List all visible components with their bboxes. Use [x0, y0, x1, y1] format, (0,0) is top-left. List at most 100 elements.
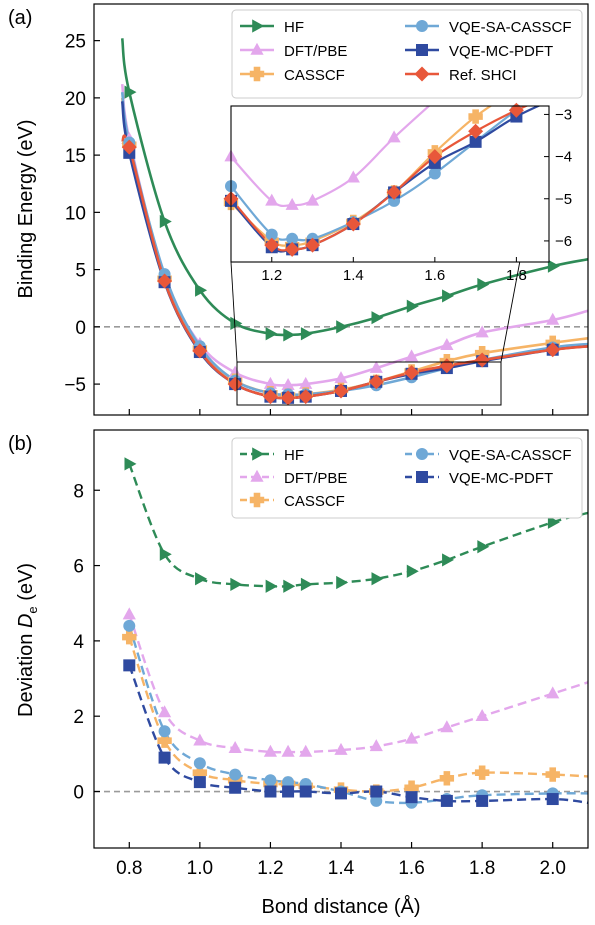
- inset-point-dft-pbe: [387, 130, 401, 143]
- panel-b-point-vqe-mc-pdft: [282, 785, 295, 798]
- panel-a-point-ref-shci: [192, 343, 208, 359]
- panel-b-point-hf: [477, 540, 490, 554]
- panel-b-point-dft-pbe: [157, 705, 172, 718]
- legend-a-marker-ref-shci: [414, 66, 430, 82]
- panel-a-point-dft-pbe: [299, 376, 313, 389]
- panel-b-ytick-label: 4: [73, 632, 84, 653]
- panel-b-point-vqe-sa-casscf: [193, 757, 206, 770]
- panel-b-point-vqe-mc-pdft: [264, 785, 277, 798]
- panel-a-point-hf: [124, 85, 137, 99]
- inset-point-dft-pbe: [265, 193, 279, 206]
- panel-b-point-vqe-sa-casscf: [370, 794, 383, 807]
- legend-b-label-vqe-mc-pdft: VQE-MC-PDFT: [449, 470, 553, 487]
- x-axis-label: Bond distance (Å): [262, 895, 421, 918]
- panel-b-ytick-label: 0: [73, 783, 84, 804]
- panel-a-point-hf: [230, 316, 243, 331]
- panel-b-point-vqe-mc-pdft: [123, 659, 136, 672]
- panel-b-point-dft-pbe: [299, 744, 313, 757]
- panel-b-point-hf: [406, 564, 419, 578]
- inset-frame: [230, 105, 550, 263]
- panel-a-ytick-label: 20: [65, 89, 86, 110]
- panel-b-point-dft-pbe: [546, 686, 560, 699]
- panel-a-point-ref-shci: [368, 374, 384, 390]
- panel-b-point-dft-pbe: [263, 744, 278, 757]
- panel-a-point-ref-shci: [227, 376, 243, 392]
- zoom-connector-left: [230, 261, 238, 363]
- panel-b-point-vqe-mc-pdft: [405, 791, 418, 804]
- panel-b-point-hf: [283, 579, 296, 593]
- panel-a-ytick-label: 15: [65, 146, 86, 167]
- panel-b-point-vqe-sa-casscf: [229, 768, 242, 781]
- panel-b-point-vqe-mc-pdft: [299, 785, 312, 798]
- panel-a: (a) −5 0 5 10 15 20 25 Binding Energy (eV) 1.2…: [8, 3, 589, 416]
- panel-a-ytick-label: 5: [75, 261, 86, 282]
- inset-ytick-label: −3: [555, 106, 572, 123]
- inset-ytick-label: −4: [555, 149, 572, 166]
- inset-point-ref-shci: [305, 237, 321, 253]
- panel-b-point-dft-pbe: [228, 741, 242, 754]
- panel-a-point-hf: [300, 327, 313, 341]
- panel-a-point-ref-shci: [121, 139, 137, 155]
- inset-point-ref-shci: [386, 184, 402, 200]
- panel-b-point-casscf: [404, 780, 419, 795]
- inset-point-casscf: [468, 109, 483, 124]
- panel-b-point-vqe-sa-casscf: [264, 774, 277, 787]
- panel-a-point-ref-shci: [333, 383, 349, 399]
- panel-b-point-hf: [371, 572, 384, 586]
- inset-point-vqe-sa-casscf: [286, 232, 299, 245]
- zoom-box: [236, 361, 502, 406]
- legend-a-label-casscf: CASSCF: [284, 67, 345, 84]
- panel-b-point-hf: [195, 572, 208, 586]
- legend-b-label-casscf: CASSCF: [284, 493, 345, 510]
- panel-b-point-vqe-mc-pdft: [476, 794, 489, 807]
- panel-b-point-dft-pbe: [404, 731, 419, 744]
- panel-a-point-ref-shci: [298, 389, 314, 405]
- inset-point-vqe-sa-casscf: [428, 167, 441, 180]
- panel-b-point-dft-pbe: [334, 742, 348, 755]
- inset-point-dft-pbe: [305, 193, 320, 206]
- legend-b-label-vqe-sa-casscf: VQE-SA-CASSCF: [449, 447, 572, 464]
- legend-b-marker-hf: [252, 447, 265, 461]
- panel-b-ytick-label: 6: [73, 557, 84, 578]
- panel-a-point-ref-shci: [157, 273, 173, 289]
- legend-a-label-ref-shci: Ref. SHCI: [449, 67, 517, 84]
- panel-a-point-dft-pbe: [404, 349, 419, 362]
- panel-a-point-hf: [547, 259, 560, 273]
- panel-b-point-casscf: [439, 771, 455, 786]
- panel-b-point-casscf: [157, 733, 172, 748]
- panel-a-point-dft-pbe: [546, 312, 560, 325]
- legend-a-label-hf: HF: [284, 19, 304, 36]
- panel-b-point-dft-pbe: [281, 744, 295, 757]
- panel-b-point-casscf: [545, 767, 560, 782]
- panel-b-point-vqe-mc-pdft: [335, 787, 347, 800]
- panel-a-point-dft-pbe: [281, 378, 295, 391]
- legend-b-marker-casscf: [249, 492, 265, 508]
- panel-b-point-hf: [300, 577, 313, 591]
- inset-point-ref-shci: [427, 149, 443, 165]
- panel-b-point-vqe-sa-casscf: [123, 619, 136, 632]
- x-tick-label: 1.4: [328, 858, 355, 879]
- legend-a-marker-casscf: [249, 66, 265, 82]
- panel-b-point-vqe-mc-pdft: [440, 794, 453, 807]
- panel-b-point-dft-pbe: [193, 733, 207, 746]
- panel-a-point-hf: [442, 289, 455, 303]
- panel-a-point-hf: [336, 320, 349, 334]
- x-tick-label: 2.0: [540, 858, 566, 879]
- legend-a-marker-vqe-mc-pdft: [416, 44, 428, 56]
- panel-a-point-dft-pbe: [475, 325, 489, 338]
- panel-b-point-vqe-sa-casscf: [282, 776, 295, 789]
- panel-a-point-ref-shci: [280, 390, 296, 406]
- legend-b-marker-vqe-mc-pdft: [416, 471, 428, 483]
- panel-b-point-hf: [547, 515, 560, 529]
- panel-b-point-vqe-mc-pdft: [546, 793, 559, 806]
- panel-a-point-ref-shci: [545, 342, 561, 358]
- panel-b-label: (b): [8, 433, 32, 455]
- legend-a-marker-vqe-sa-casscf: [416, 20, 428, 32]
- panel-b-point-casscf: [122, 629, 137, 645]
- inset-ytick-label: −6: [555, 233, 572, 250]
- panel-b-point-dft-pbe: [122, 607, 136, 620]
- panel-a-point-hf: [159, 214, 172, 229]
- inset-point-vqe-mc-pdft: [469, 135, 482, 148]
- legend-b-label-hf: HF: [284, 447, 304, 464]
- inset-chart: 1.2 1.4 1.6 1.8 −6 −5 −4 −3: [223, 102, 572, 284]
